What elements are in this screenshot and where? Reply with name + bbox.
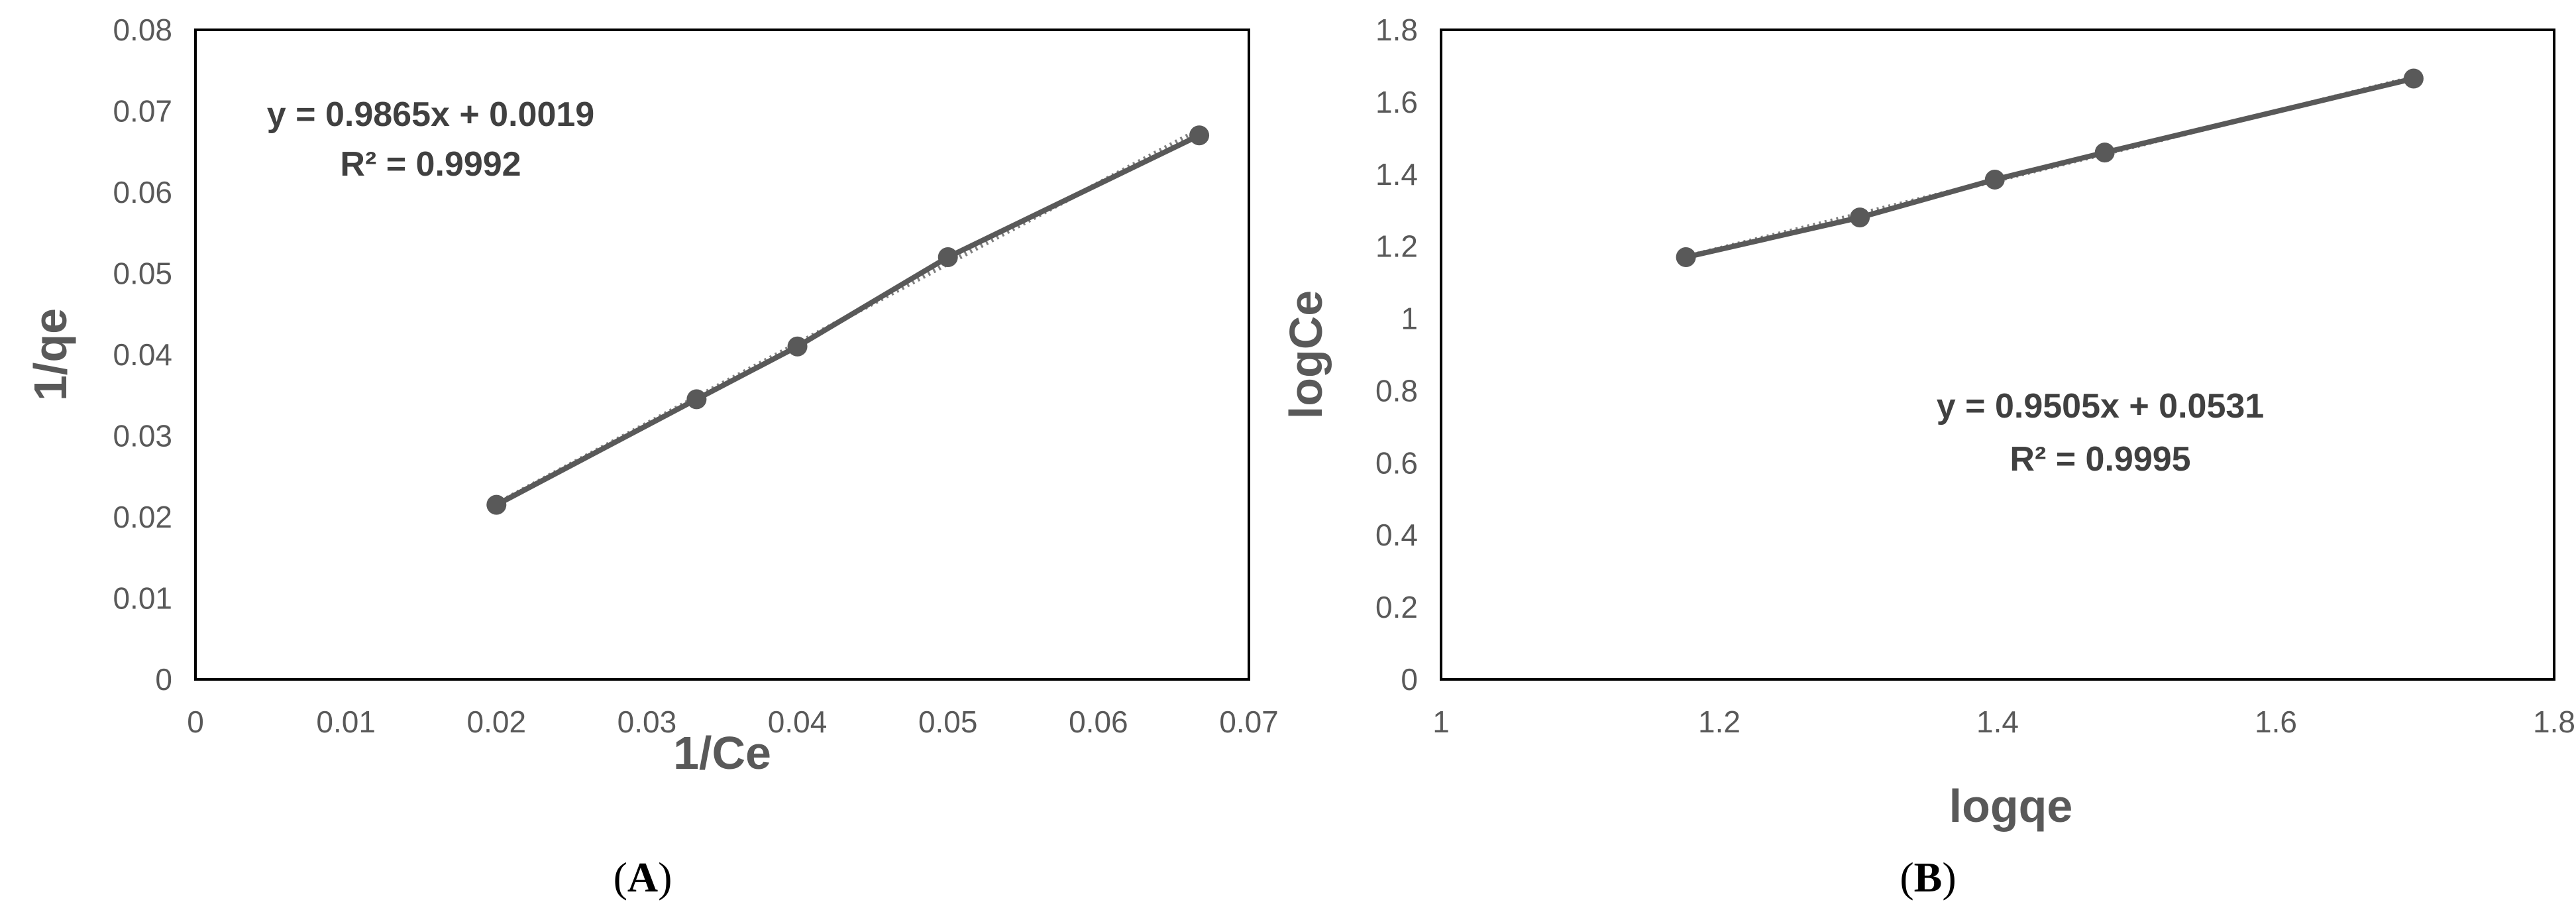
y-tick-label: 0.8 bbox=[1375, 373, 1418, 408]
y-tick-label: 0.07 bbox=[113, 94, 172, 129]
x-tick-label: 0 bbox=[187, 705, 204, 739]
data-point bbox=[686, 389, 707, 410]
data-point bbox=[486, 494, 507, 515]
y-tick-label: 0.4 bbox=[1375, 518, 1418, 552]
series-line-a bbox=[495, 133, 1201, 508]
data-points-a bbox=[486, 125, 1210, 515]
y-tick-label: 0.2 bbox=[1375, 590, 1418, 624]
y-tick-label: 1.8 bbox=[1375, 13, 1418, 47]
x-tick-label: 0.03 bbox=[617, 705, 677, 739]
panel-label-a: (A) bbox=[614, 854, 672, 901]
series-line bbox=[1685, 76, 2414, 260]
panel-label-b: (B) bbox=[1900, 854, 1956, 901]
x-axis-title-b: logqe bbox=[1949, 780, 2073, 832]
y-tick-label: 0.6 bbox=[1375, 445, 1418, 480]
data-points-b bbox=[1676, 68, 2424, 267]
y-axis-title-b: logCe bbox=[1280, 290, 1332, 419]
panel-label-b-letter: B bbox=[1914, 854, 1943, 901]
equation-b: y = 0.9505x + 0.0531 bbox=[1937, 387, 2264, 426]
y-tick-label: 1 bbox=[1401, 302, 1418, 336]
chart-panel-b: 1 1.2 1.4 1.6 1.8 0 0.2 0.4 0.6 0.8 1 1.2 1.4 1.6 1.8… bbox=[1280, 13, 2575, 901]
y-tick-label: 0.02 bbox=[113, 500, 172, 534]
y-tick-label: 0.08 bbox=[113, 13, 172, 47]
y-ticks-a: 0 0.01 0.02 0.03 0.04 0.05 0.06 0.07 0.08 bbox=[113, 13, 172, 697]
plot-frame-a bbox=[194, 29, 1250, 681]
series-line bbox=[495, 133, 1201, 508]
equation-a: y = 0.9865x + 0.0019 bbox=[267, 95, 594, 134]
x-tick-label: 0.06 bbox=[1069, 705, 1128, 739]
data-point bbox=[1676, 247, 1696, 267]
y-tick-label: 0.03 bbox=[113, 419, 172, 453]
x-tick-label: 0.01 bbox=[316, 705, 376, 739]
x-tick-label: 1.2 bbox=[1698, 705, 1741, 739]
x-tick-label: 1 bbox=[1432, 705, 1450, 739]
x-tick-label: 0.07 bbox=[1219, 705, 1279, 739]
data-point bbox=[938, 247, 958, 267]
data-point bbox=[1984, 169, 2005, 190]
data-point bbox=[1850, 207, 1870, 228]
y-tick-label: 0.05 bbox=[113, 257, 172, 291]
x-tick-label: 0.04 bbox=[768, 705, 828, 739]
y-tick-label: 1.6 bbox=[1375, 85, 1418, 119]
y-axis-title-a: 1/qe bbox=[25, 308, 76, 401]
data-point bbox=[1189, 125, 1210, 146]
plot-frame-b bbox=[1440, 29, 2555, 681]
x-tick-label: 1.4 bbox=[1976, 705, 2019, 739]
x-ticks-a: 0 0.01 0.02 0.03 0.04 0.05 0.06 0.07 bbox=[187, 705, 1279, 739]
series-line-b bbox=[1685, 76, 2414, 260]
y-tick-label: 0 bbox=[1401, 662, 1418, 697]
x-tick-label: 1.8 bbox=[2533, 705, 2575, 739]
data-point bbox=[2094, 143, 2115, 163]
data-point bbox=[787, 336, 808, 357]
panel-label-a-letter: A bbox=[627, 854, 658, 901]
x-tick-label: 0.05 bbox=[918, 705, 978, 739]
x-ticks-b: 1 1.2 1.4 1.6 1.8 bbox=[1432, 705, 2575, 739]
y-tick-label: 0 bbox=[155, 662, 172, 697]
r-squared-a: R² = 0.9992 bbox=[340, 145, 521, 184]
x-axis-title-a: 1/Ce bbox=[673, 727, 771, 779]
y-tick-label: 0.04 bbox=[113, 337, 172, 372]
y-tick-label: 1.4 bbox=[1375, 157, 1418, 192]
y-tick-label: 0.01 bbox=[113, 581, 172, 616]
y-ticks-b: 0 0.2 0.4 0.6 0.8 1 1.2 1.4 1.6 1.8 bbox=[1375, 13, 1418, 697]
x-tick-label: 0.02 bbox=[467, 705, 527, 739]
r-squared-b: R² = 0.9995 bbox=[2010, 440, 2190, 479]
data-point bbox=[2403, 68, 2424, 89]
y-tick-label: 1.2 bbox=[1375, 229, 1418, 264]
chart-panel-a: 0 0.01 0.02 0.03 0.04 0.05 0.06 0.07 00.010.020… bbox=[25, 13, 1279, 901]
x-tick-label: 1.6 bbox=[2255, 705, 2297, 739]
y-tick-label: 0.06 bbox=[113, 175, 172, 209]
